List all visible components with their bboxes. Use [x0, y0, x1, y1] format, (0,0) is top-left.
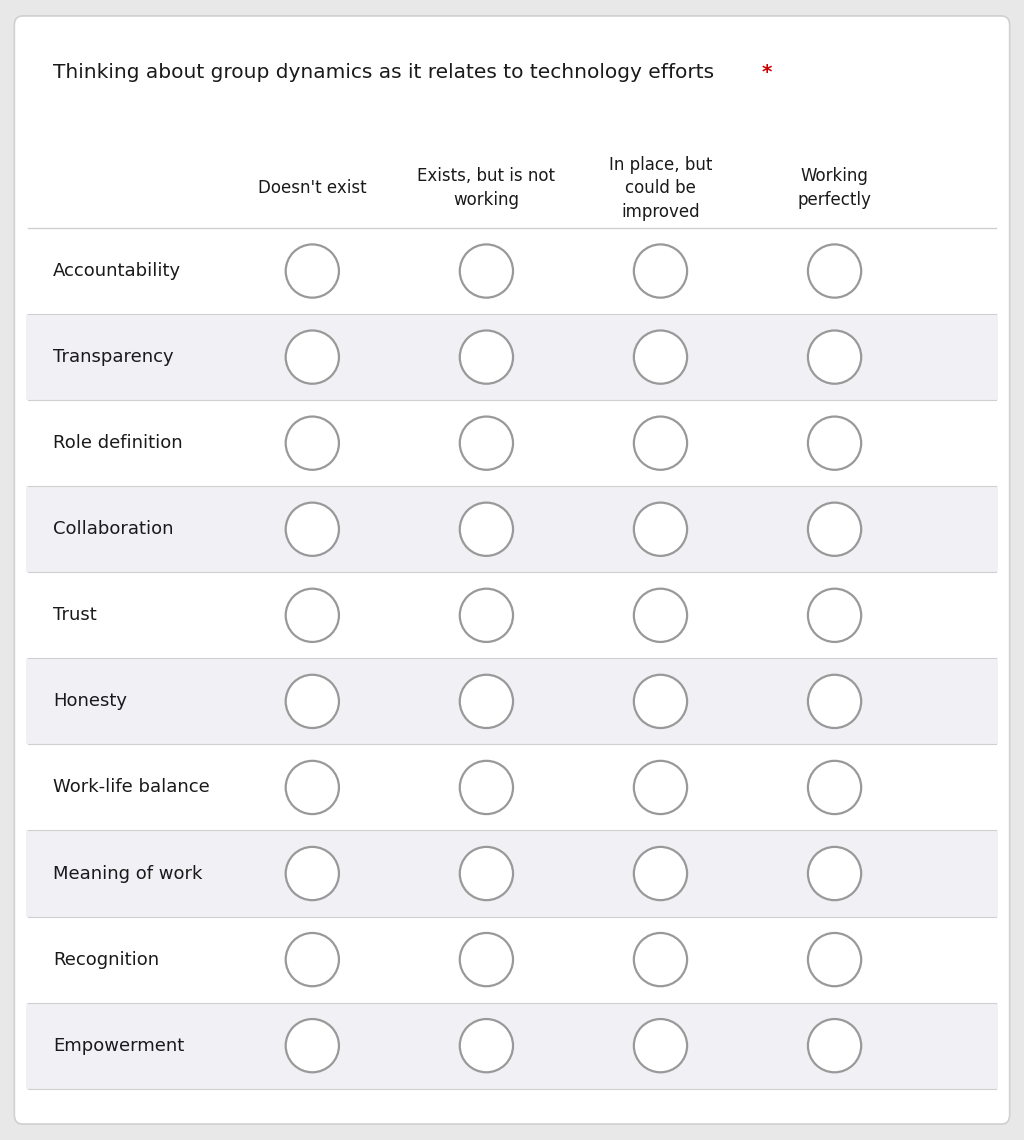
Text: Thinking about group dynamics as it relates to technology efforts: Thinking about group dynamics as it rela… — [53, 63, 715, 82]
Ellipse shape — [634, 1019, 687, 1073]
Ellipse shape — [634, 331, 687, 384]
Text: Work-life balance: Work-life balance — [53, 779, 210, 797]
Ellipse shape — [808, 675, 861, 728]
Ellipse shape — [460, 847, 513, 901]
FancyBboxPatch shape — [26, 314, 998, 400]
Text: Meaning of work: Meaning of work — [53, 864, 203, 882]
Text: Working
perfectly: Working perfectly — [798, 168, 871, 209]
Text: Recognition: Recognition — [53, 951, 160, 969]
Ellipse shape — [634, 933, 687, 986]
Ellipse shape — [460, 675, 513, 728]
FancyBboxPatch shape — [26, 400, 998, 486]
Ellipse shape — [808, 760, 861, 814]
FancyBboxPatch shape — [26, 917, 998, 1003]
FancyBboxPatch shape — [26, 1003, 998, 1089]
Ellipse shape — [286, 503, 339, 556]
Ellipse shape — [634, 588, 687, 642]
Ellipse shape — [286, 933, 339, 986]
Ellipse shape — [286, 416, 339, 470]
Ellipse shape — [286, 675, 339, 728]
Ellipse shape — [286, 760, 339, 814]
Ellipse shape — [634, 503, 687, 556]
Ellipse shape — [286, 847, 339, 901]
Ellipse shape — [634, 244, 687, 298]
FancyBboxPatch shape — [26, 486, 998, 572]
Ellipse shape — [286, 588, 339, 642]
Text: Exists, but is not
working: Exists, but is not working — [418, 168, 555, 209]
Ellipse shape — [286, 1019, 339, 1073]
Ellipse shape — [808, 1019, 861, 1073]
Ellipse shape — [808, 331, 861, 384]
Text: Collaboration: Collaboration — [53, 520, 174, 538]
FancyBboxPatch shape — [26, 658, 998, 744]
FancyBboxPatch shape — [26, 744, 998, 830]
Ellipse shape — [808, 847, 861, 901]
Ellipse shape — [460, 588, 513, 642]
FancyBboxPatch shape — [14, 16, 1010, 1124]
Ellipse shape — [808, 503, 861, 556]
Text: Role definition: Role definition — [53, 434, 183, 453]
Text: Transparency: Transparency — [53, 348, 174, 366]
Ellipse shape — [460, 416, 513, 470]
Ellipse shape — [460, 760, 513, 814]
Ellipse shape — [460, 933, 513, 986]
FancyBboxPatch shape — [26, 572, 998, 658]
Ellipse shape — [286, 244, 339, 298]
Text: In place, but
could be
improved: In place, but could be improved — [609, 155, 712, 221]
Text: Doesn't exist: Doesn't exist — [258, 179, 367, 197]
Ellipse shape — [460, 331, 513, 384]
Ellipse shape — [286, 331, 339, 384]
Ellipse shape — [634, 760, 687, 814]
Ellipse shape — [460, 503, 513, 556]
Text: Empowerment: Empowerment — [53, 1036, 184, 1054]
Ellipse shape — [808, 244, 861, 298]
Ellipse shape — [808, 588, 861, 642]
Text: Accountability: Accountability — [53, 262, 181, 280]
Ellipse shape — [634, 675, 687, 728]
Ellipse shape — [634, 416, 687, 470]
Text: Trust: Trust — [53, 606, 97, 625]
FancyBboxPatch shape — [26, 228, 998, 314]
Ellipse shape — [808, 416, 861, 470]
Text: *: * — [755, 63, 772, 82]
Ellipse shape — [460, 244, 513, 298]
Ellipse shape — [634, 847, 687, 901]
Ellipse shape — [460, 1019, 513, 1073]
FancyBboxPatch shape — [26, 830, 998, 917]
Text: Honesty: Honesty — [53, 692, 127, 710]
Ellipse shape — [808, 933, 861, 986]
